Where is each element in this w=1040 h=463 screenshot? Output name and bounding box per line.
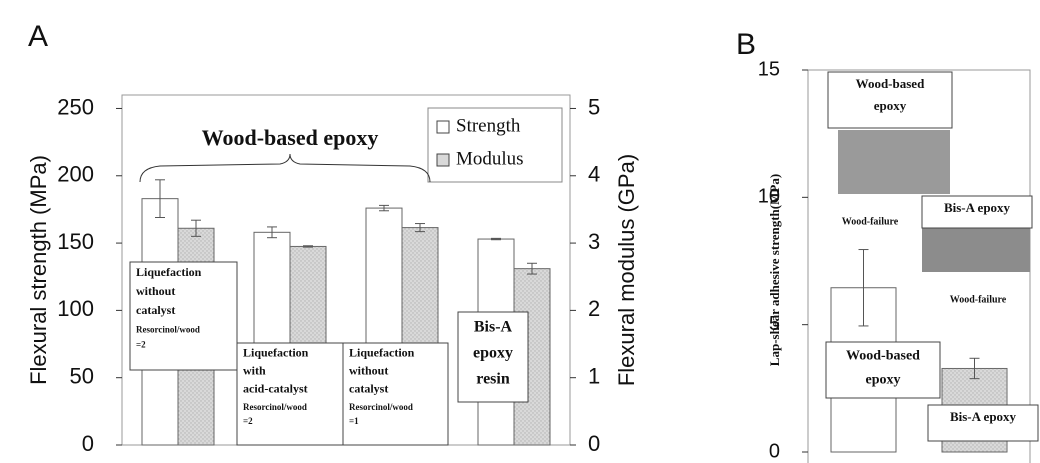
annotation-text: Liquefaction bbox=[243, 346, 309, 360]
annotation-text: without bbox=[349, 364, 388, 378]
photo bbox=[838, 130, 950, 194]
brace bbox=[140, 154, 430, 182]
annotation-text: acid-catalyst bbox=[243, 382, 308, 396]
y-axis-title: Lap-shear adhesive strength(MPa) bbox=[767, 174, 782, 366]
y-tick-label: 15 bbox=[758, 58, 780, 80]
annotation-text: with bbox=[243, 364, 266, 378]
y-tick-label: 150 bbox=[57, 229, 94, 254]
annotation-text: Resorcinol/wood bbox=[136, 324, 200, 334]
y2-tick-label: 0 bbox=[588, 431, 600, 456]
page: A050100150200250012345Flexural strength … bbox=[0, 0, 1040, 463]
annotation-text: catalyst bbox=[136, 303, 175, 317]
photo bbox=[922, 228, 1030, 272]
y2-tick-label: 4 bbox=[588, 162, 600, 187]
y-tick-label: 0 bbox=[769, 440, 780, 462]
legend-swatch bbox=[437, 121, 449, 133]
annotation-text: Resorcinol/wood bbox=[349, 402, 413, 412]
annotation-text: Wood-failure bbox=[950, 294, 1007, 305]
legend-label: Strength bbox=[456, 115, 521, 136]
annotation-text: Liquefaction bbox=[349, 346, 415, 360]
y-tick-label: 100 bbox=[57, 296, 94, 321]
annotation-text: Bis-A epoxy bbox=[944, 200, 1011, 215]
annotation-text: epoxy bbox=[874, 98, 907, 113]
y2-axis-title: Flexural modulus (GPa) bbox=[614, 154, 639, 386]
legend-label: Modulus bbox=[456, 148, 524, 169]
annotation-text: Resorcinol/wood bbox=[243, 402, 307, 412]
annotation-text: Bis-A bbox=[474, 318, 513, 335]
annotation-text: =2 bbox=[243, 416, 253, 426]
annotation-text: =2 bbox=[136, 339, 146, 349]
y2-tick-label: 1 bbox=[588, 364, 600, 389]
annotation-text: Wood-based bbox=[846, 349, 920, 364]
panel-label: A bbox=[28, 20, 48, 53]
annotation-text: without bbox=[136, 284, 175, 298]
y-tick-label: 50 bbox=[70, 364, 94, 389]
annotation-text: Wood-failure bbox=[842, 216, 899, 227]
y-axis-title: Flexural strength (MPa) bbox=[26, 155, 51, 385]
annotation-text: epoxy bbox=[473, 344, 513, 361]
legend-swatch bbox=[437, 154, 449, 166]
annotation-text: Wood-based epoxy bbox=[202, 125, 379, 150]
y-tick-label: 0 bbox=[82, 431, 94, 456]
annotation-text: Liquefaction bbox=[136, 265, 202, 279]
y-tick-label: 250 bbox=[57, 94, 94, 119]
annotation-text: Bis-A epoxy bbox=[950, 409, 1017, 424]
annotation-text: Wood-based bbox=[856, 76, 925, 91]
y2-tick-label: 5 bbox=[588, 94, 600, 119]
annotation-text: catalyst bbox=[349, 382, 388, 396]
panel-label: B bbox=[736, 28, 756, 61]
annotation-text: =1 bbox=[349, 416, 359, 426]
annotation-text: resin bbox=[476, 370, 510, 387]
figure: A050100150200250012345Flexural strength … bbox=[0, 0, 1040, 463]
y-tick-label: 200 bbox=[57, 162, 94, 187]
y2-tick-label: 2 bbox=[588, 296, 600, 321]
annotation-text: epoxy bbox=[866, 373, 901, 388]
y2-tick-label: 3 bbox=[588, 229, 600, 254]
